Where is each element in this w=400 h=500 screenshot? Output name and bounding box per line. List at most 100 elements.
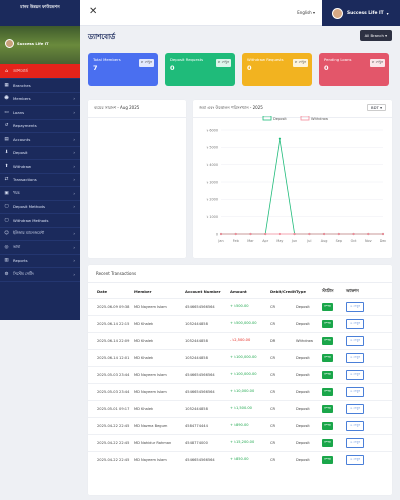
sidebar-item[interactable]: ☻ Members › bbox=[0, 93, 80, 106]
view-button[interactable]: > দেখুন bbox=[346, 369, 365, 380]
x-tick-label: Nov bbox=[365, 239, 372, 243]
cell-account: 4546654566564 bbox=[185, 297, 230, 315]
user-menu[interactable]: Success Life IT ▾ bbox=[322, 0, 400, 26]
table-row: 2025-06-09 09:38 MD Nayeem Islam 454665456… bbox=[88, 297, 392, 315]
close-icon[interactable]: ✕ bbox=[89, 6, 98, 17]
data-point bbox=[367, 232, 370, 236]
language-select[interactable]: English ▾ bbox=[297, 10, 315, 15]
cell-amount: + ৳850.00 bbox=[230, 450, 270, 468]
cell-status: সম্পন্ন bbox=[322, 331, 347, 349]
sidebar-item-label: Withdraw bbox=[13, 163, 32, 169]
view-button[interactable]: > দেখুন bbox=[346, 318, 365, 329]
cell-dc: CR bbox=[270, 399, 297, 417]
currency-select[interactable]: BDT ▾ bbox=[367, 104, 386, 111]
cell-member: MD Nahidur Rahman bbox=[134, 433, 185, 451]
reports-icon: ▥ bbox=[4, 258, 9, 264]
stat-label: Deposit Requests bbox=[170, 57, 204, 62]
cell-amount: + ৳890.00 bbox=[230, 416, 270, 434]
view-button[interactable]: > দেখুন bbox=[346, 335, 365, 346]
x-tick-label: Jul bbox=[306, 239, 311, 243]
view-button[interactable]: > দেখুন bbox=[292, 59, 308, 67]
cell-action: > দেখুন bbox=[346, 297, 392, 315]
sidebar-item[interactable]: ▣ খরচ › bbox=[0, 187, 80, 201]
cell-amount: + ৳100,000.00 bbox=[230, 348, 270, 366]
sidebar-item[interactable]: ↺ Repayments bbox=[0, 120, 80, 133]
sidebar-item-label: Deposit Methods bbox=[13, 204, 45, 210]
x-tick-label: Feb bbox=[233, 239, 239, 243]
sidebar-item[interactable]: ▢ Withdraw Methods bbox=[0, 214, 80, 228]
cell-type: Deposit bbox=[296, 297, 323, 315]
status-badge: সম্পন্ন bbox=[322, 438, 333, 447]
sidebar-item[interactable]: ▥ Reports › bbox=[0, 255, 80, 268]
y-tick-label: ৳ 1000 bbox=[207, 215, 218, 219]
x-tick-label: Jun bbox=[291, 239, 297, 243]
y-tick-label: ৳ 5000 bbox=[207, 146, 218, 150]
sidebar-item[interactable]: ⬆ Withdraw › bbox=[0, 160, 80, 174]
cell-status: সম্পন্ন bbox=[322, 314, 347, 332]
view-button[interactable]: > দেখুন bbox=[346, 454, 365, 465]
stat-card: Total Members 7 > দেখুন bbox=[88, 53, 158, 86]
x-tick-label: Jan bbox=[217, 239, 223, 243]
column-header: Account Number bbox=[185, 289, 221, 295]
cell-member: MD Nayeem Islam bbox=[134, 450, 185, 468]
expense-icon: ▣ bbox=[4, 190, 9, 196]
view-button[interactable]: > দেখুন bbox=[346, 420, 365, 431]
sidebar-item[interactable]: ▭ Loans › bbox=[0, 106, 80, 120]
sidebar-item-label: Reports bbox=[13, 258, 28, 264]
data-point bbox=[249, 232, 252, 236]
view-button[interactable]: > দেখুন bbox=[346, 386, 365, 397]
sidebar-item[interactable]: ◎ ভাষা › bbox=[0, 241, 80, 255]
cell-amount: + ৳15,200.00 bbox=[230, 433, 270, 451]
table-body: 2025-06-09 09:38 MD Nayeem Islam 454665456… bbox=[88, 297, 392, 468]
view-button[interactable]: > দেখুন bbox=[138, 59, 154, 67]
cell-date: 2025-05-01 09:17 bbox=[88, 399, 134, 417]
chevron-right-icon: › bbox=[73, 96, 75, 102]
cell-dc: CR bbox=[270, 314, 297, 332]
sidebar-item-label: Deposit bbox=[13, 150, 28, 156]
brand-title: মানব উন্নয়ন ফাউন্ডেশন bbox=[20, 4, 60, 9]
cell-dc: CR bbox=[270, 365, 297, 383]
column-header: স্ট্যাটাস bbox=[322, 288, 334, 294]
view-button[interactable]: > দেখুন bbox=[369, 59, 385, 67]
cell-status: সম্পন্ন bbox=[322, 297, 347, 315]
view-button[interactable]: > দেখুন bbox=[346, 403, 365, 414]
sidebar-item-label: Accounts bbox=[13, 136, 31, 142]
cell-account: 1052444858 bbox=[185, 331, 230, 349]
series-line bbox=[221, 138, 383, 235]
x-tick-label: Apr bbox=[262, 239, 268, 243]
sidebar-item[interactable]: ⌂ ড্যাশবোর্ড bbox=[0, 64, 80, 79]
cell-amount: + ৳100,000.00 bbox=[230, 365, 270, 383]
view-button[interactable]: > দেখুন bbox=[215, 59, 231, 67]
view-button[interactable]: > দেখুন bbox=[346, 352, 365, 363]
withdraw-icon: ⬆ bbox=[4, 163, 9, 169]
cover-user-name: Success Life IT bbox=[17, 41, 49, 46]
cell-type: Deposit bbox=[296, 382, 323, 400]
branch-select-button[interactable]: All Branch ▾ bbox=[359, 30, 392, 41]
stat-value: 0 bbox=[247, 64, 252, 72]
sidebar-item[interactable]: ▤ Accounts › bbox=[0, 133, 80, 147]
cell-action: > দেখুন bbox=[346, 382, 392, 400]
column-header: Type bbox=[296, 289, 306, 295]
cell-date: 2025-05-03 23:44 bbox=[88, 365, 134, 383]
sidebar-item[interactable]: ⚙ সিস্টেম সেটিং › bbox=[0, 268, 80, 282]
table-row: 2025-06-14 22:15 MD Khalek 1052444858 + ৳50… bbox=[88, 314, 392, 332]
sidebar-item[interactable]: ⇄ Transactions › bbox=[0, 174, 80, 187]
data-point bbox=[264, 232, 267, 236]
table-row: 2025-04-22 22:45 MD Nayeem Islam 454665456… bbox=[88, 450, 392, 468]
cell-amount: - ৳2,500.00 bbox=[230, 331, 270, 349]
cell-status: সম্পন্ন bbox=[322, 416, 347, 434]
sidebar-item[interactable]: ☺ ইউজার ম্যানেজমেন্ট › bbox=[0, 228, 80, 241]
sidebar-item[interactable]: ▢ Deposit Methods › bbox=[0, 201, 80, 214]
stat-label: Total Members bbox=[93, 57, 121, 62]
column-header: Debit/Credit bbox=[270, 289, 297, 295]
account-icon: ▤ bbox=[4, 136, 9, 142]
cell-member: MD Khalek bbox=[134, 314, 185, 332]
view-button[interactable]: > দেখুন bbox=[346, 301, 365, 312]
view-button[interactable]: > দেখুন bbox=[346, 437, 365, 448]
sidebar-item[interactable]: ▦ Branches bbox=[0, 79, 80, 93]
chevron-right-icon: › bbox=[73, 150, 75, 156]
language-icon: ◎ bbox=[4, 244, 9, 250]
sidebar-item[interactable]: ⬇ Deposit › bbox=[0, 147, 80, 160]
topbar: ✕ English ▾ Success Life IT ▾ bbox=[80, 0, 400, 26]
x-tick-label: Sep bbox=[336, 239, 342, 243]
